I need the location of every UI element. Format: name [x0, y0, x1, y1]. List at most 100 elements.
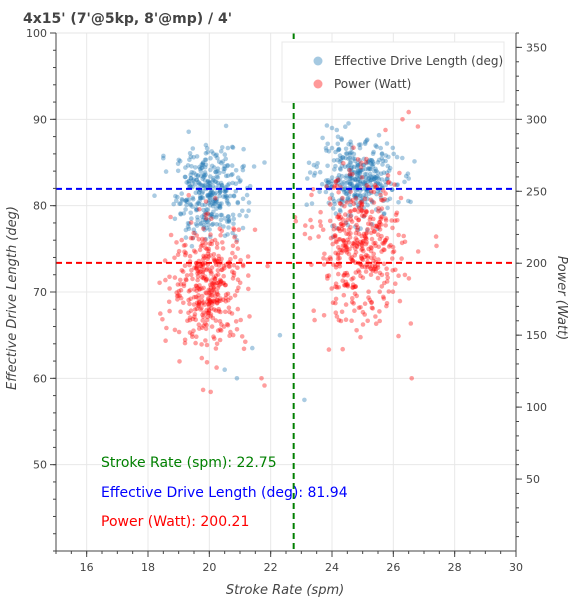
edl-point: [356, 176, 361, 182]
power-point: [235, 277, 241, 283]
edl-point: [325, 178, 331, 183]
edl-point: [342, 164, 348, 170]
power-point: [352, 207, 357, 213]
edl-point: [379, 183, 384, 188]
power-point: [211, 280, 216, 286]
power-point: [231, 273, 237, 278]
power-point: [209, 293, 215, 299]
edl-point: [190, 196, 196, 202]
power-point: [396, 273, 401, 279]
power-point: [223, 309, 228, 315]
power-point: [358, 334, 363, 340]
power-point: [358, 200, 363, 206]
edl-point: [204, 207, 209, 212]
power-point: [354, 244, 360, 249]
x-tick-label: 30: [509, 561, 523, 574]
power-point: [351, 241, 357, 247]
power-point: [350, 171, 355, 177]
edl-point: [364, 160, 370, 166]
edl-point: [359, 186, 365, 192]
power-point: [368, 214, 373, 220]
power-point: [197, 326, 202, 331]
power-point: [262, 383, 267, 388]
edl-point: [217, 201, 223, 207]
edl-point: [306, 160, 312, 166]
power-point: [191, 294, 197, 300]
edl-point: [349, 181, 355, 187]
edl-point: [381, 211, 387, 217]
edl-point: [361, 179, 366, 185]
power-point: [333, 239, 339, 244]
edl-point: [383, 182, 389, 188]
power-point: [208, 298, 213, 303]
edl-point: [338, 167, 343, 172]
power-point: [207, 241, 213, 246]
edl-point: [231, 216, 237, 222]
edl-point: [344, 180, 350, 186]
edl-point: [347, 172, 353, 178]
edl-point: [197, 166, 203, 172]
power-point: [205, 251, 211, 256]
edl-point: [205, 182, 211, 188]
edl-point: [331, 158, 337, 163]
power-point: [216, 253, 221, 259]
power-point: [339, 247, 344, 253]
power-point: [377, 236, 383, 242]
edl-point: [183, 174, 188, 180]
edl-point: [196, 190, 202, 196]
edl-point: [186, 197, 192, 202]
edl-point: [337, 159, 343, 165]
edl-point: [348, 202, 353, 208]
power-point: [218, 298, 223, 303]
edl-point: [201, 207, 206, 213]
power-point: [303, 223, 308, 228]
power-point: [205, 314, 210, 320]
power-point: [377, 220, 382, 225]
edl-point: [244, 213, 249, 219]
power-point: [365, 318, 371, 324]
power-point: [187, 287, 193, 293]
power-point: [434, 243, 439, 249]
edl-point: [202, 227, 207, 233]
y-tick-label: 90: [33, 113, 47, 126]
edl-point: [343, 191, 349, 197]
power-point: [218, 279, 224, 285]
power-point: [369, 300, 374, 305]
power-point: [181, 281, 187, 287]
power-point: [208, 232, 213, 237]
power-point: [192, 307, 198, 312]
edl-point: [357, 184, 362, 189]
power-point: [163, 338, 168, 344]
power-point: [203, 326, 209, 332]
power-point: [384, 279, 390, 284]
edl-point: [345, 164, 351, 169]
power-point: [178, 287, 184, 293]
edl-point: [216, 159, 222, 165]
power-point: [370, 263, 375, 269]
edl-point: [191, 227, 197, 232]
edl-point: [204, 145, 210, 151]
edl-point: [208, 234, 213, 240]
power-point: [201, 300, 206, 305]
edl-point: [183, 165, 188, 170]
power-point: [372, 265, 378, 270]
power-point: [195, 269, 201, 274]
edl-point: [206, 222, 211, 228]
edl-point: [180, 198, 185, 203]
edl-point: [228, 193, 233, 199]
edl-point: [373, 207, 379, 212]
power-point: [334, 314, 340, 319]
edl-point: [374, 173, 380, 179]
edl-point: [312, 170, 318, 176]
edl-point: [376, 181, 381, 187]
power-point: [194, 288, 199, 294]
edl-point: [209, 189, 214, 194]
power-point: [371, 189, 377, 195]
power-point: [185, 318, 190, 324]
power-point: [367, 297, 373, 303]
edl-point: [339, 137, 345, 143]
edl-point: [323, 189, 329, 195]
edl-point: [209, 213, 215, 219]
edl-point: [362, 199, 368, 205]
edl-point: [379, 151, 385, 156]
